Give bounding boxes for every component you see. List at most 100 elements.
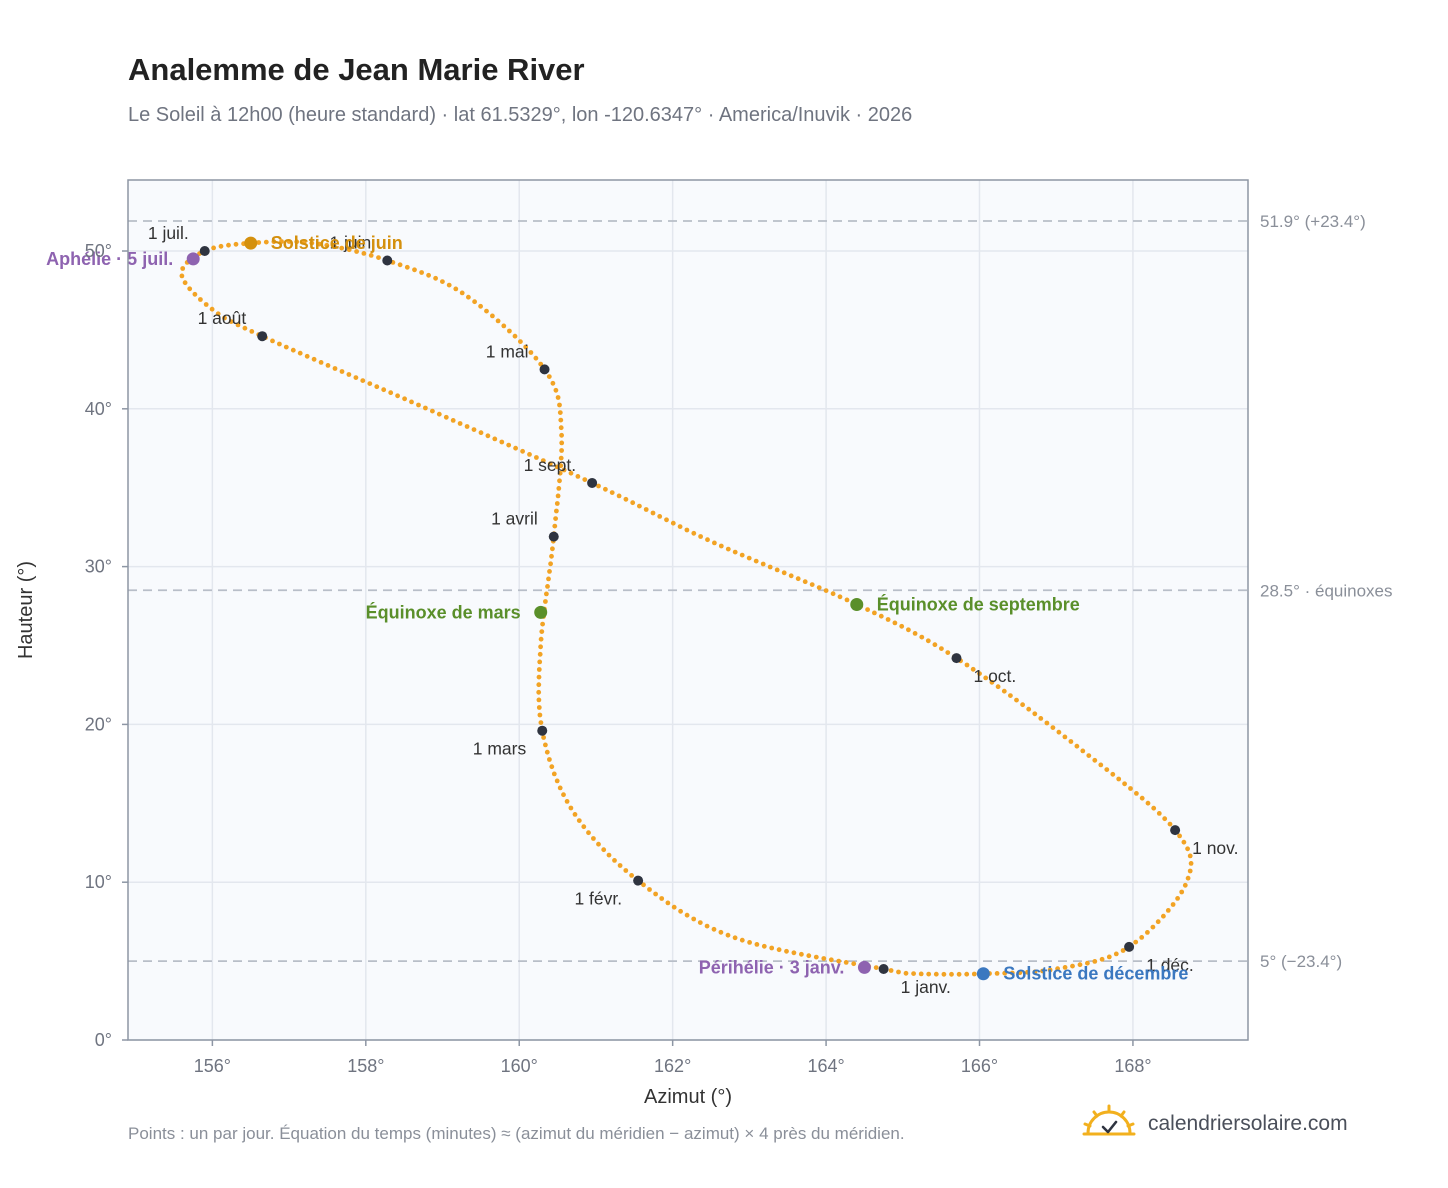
daily-point: [536, 667, 542, 672]
daily-point: [677, 524, 683, 529]
daily-point: [561, 792, 566, 798]
daily-point: [412, 267, 417, 273]
daily-point: [1104, 767, 1110, 772]
plot-background: [128, 180, 1248, 1040]
daily-point: [554, 508, 559, 514]
daily-point: [888, 968, 894, 973]
daily-point: [892, 620, 898, 626]
daily-point: [576, 818, 582, 823]
daily-point: [806, 953, 812, 959]
plot-frame: [127, 179, 1249, 1041]
daily-point: [353, 375, 359, 380]
daily-point: [506, 442, 512, 448]
y-tick-label: 20°: [85, 714, 112, 734]
daily-point: [609, 490, 615, 495]
daily-point: [926, 971, 932, 977]
event-marker: [976, 967, 990, 981]
daily-point: [1056, 729, 1062, 735]
daily-point: [647, 887, 652, 892]
daily-point: [1185, 875, 1191, 881]
daily-point: [1044, 720, 1050, 726]
daily-point: [799, 951, 804, 957]
daily-point: [872, 610, 877, 616]
month-marker: [199, 246, 210, 257]
daily-point: [844, 597, 850, 603]
daily-point: [501, 323, 507, 329]
daily-point: [558, 417, 564, 423]
daily-point: [402, 396, 407, 402]
daily-point: [182, 280, 188, 286]
x-tick-label: 156°: [194, 1056, 231, 1076]
daily-point: [537, 659, 543, 665]
daily-point: [558, 425, 564, 431]
daily-point: [568, 470, 574, 476]
daily-point: [1047, 967, 1053, 973]
brand-link[interactable]: calendriersolaire.com: [1082, 1102, 1348, 1146]
daily-point: [643, 507, 649, 512]
x-tick-label: 162°: [654, 1056, 691, 1076]
daily-point: [718, 543, 724, 549]
daily-point: [1167, 821, 1173, 827]
daily-point: [1145, 800, 1151, 806]
daily-point: [512, 333, 518, 339]
daily-point: [499, 439, 505, 445]
daily-point: [1038, 716, 1044, 721]
x-tick-label: 158°: [347, 1056, 384, 1076]
daily-point: [1017, 970, 1023, 976]
daily-point: [559, 448, 564, 453]
daily-point: [443, 414, 449, 420]
daily-point: [538, 636, 544, 642]
daily-point: [596, 841, 601, 847]
daily-point: [989, 679, 995, 685]
daily-point: [471, 427, 477, 432]
daily-point: [581, 824, 587, 830]
daily-point: [1177, 833, 1182, 839]
daily-point: [318, 360, 324, 365]
daily-point: [537, 651, 543, 657]
x-tick-label: 164°: [807, 1056, 844, 1076]
daily-point: [559, 432, 564, 438]
daily-point: [286, 239, 292, 244]
daily-point: [754, 942, 760, 947]
daily-point: [547, 569, 552, 574]
daily-point: [1133, 939, 1139, 945]
daily-point: [637, 503, 642, 509]
daily-point: [325, 363, 331, 368]
daily-point: [550, 546, 555, 552]
daily-point: [1188, 861, 1194, 866]
daily-point: [572, 812, 578, 817]
daily-point: [896, 969, 901, 975]
daily-point: [543, 599, 548, 604]
daily-point: [816, 585, 822, 590]
event-label: Équinoxe de mars: [366, 601, 521, 622]
y-tick-label: 0°: [95, 1030, 112, 1050]
daily-point: [684, 527, 690, 533]
daily-point: [507, 328, 512, 334]
daily-point: [409, 399, 414, 405]
daily-point: [885, 617, 891, 622]
daily-point: [746, 555, 752, 561]
month-label: 1 avril: [491, 509, 538, 529]
daily-point: [1062, 734, 1068, 740]
daily-point: [691, 530, 697, 536]
daily-point: [983, 675, 989, 681]
daily-point: [536, 697, 542, 703]
daily-point: [1062, 965, 1068, 970]
daily-point: [612, 858, 617, 863]
daily-point: [536, 674, 542, 680]
daily-point: [440, 279, 445, 284]
daily-point: [684, 912, 690, 918]
daily-point: [830, 591, 836, 597]
event-label: Solstice de décembre: [1003, 964, 1188, 984]
daily-point: [932, 642, 938, 648]
month-label: 1 mars: [473, 739, 527, 759]
y-tick-label: 40°: [85, 399, 112, 419]
daily-point: [536, 682, 542, 688]
daily-point: [309, 240, 315, 246]
daily-point: [324, 242, 330, 248]
daily-point: [711, 926, 717, 932]
daily-point: [459, 290, 465, 296]
daily-point: [346, 247, 352, 253]
daily-point: [543, 742, 548, 748]
daily-point: [873, 965, 879, 970]
